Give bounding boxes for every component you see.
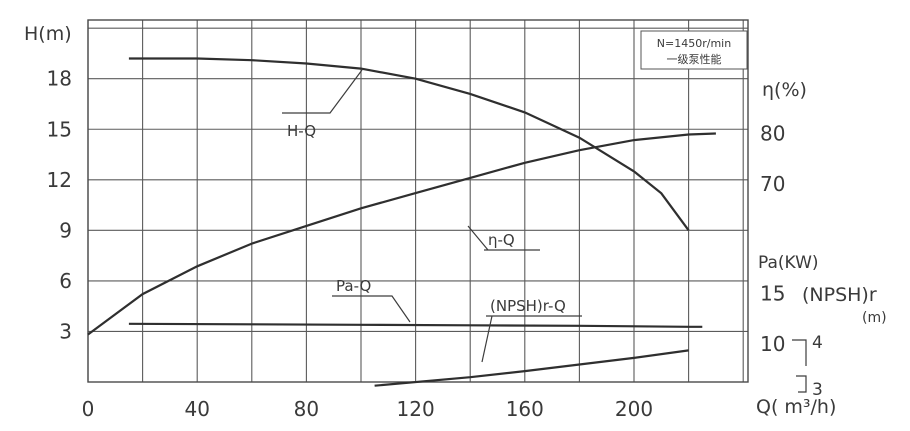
series-label-hq: H-Q bbox=[287, 122, 316, 140]
pa-tick-label: 10 bbox=[760, 332, 785, 356]
h-tick-label: 3 bbox=[59, 319, 72, 343]
series-line-0 bbox=[128, 57, 690, 231]
npsh-scale-bracket bbox=[792, 339, 807, 393]
eta-tick-label: 70 bbox=[760, 172, 785, 196]
y-axis-label-h: H(m) bbox=[24, 23, 72, 45]
plot-frame bbox=[87, 19, 749, 383]
y-axis-label-eta: η(%) bbox=[762, 79, 807, 101]
series-label-eta-q: η-Q bbox=[488, 231, 515, 249]
tick-labels: 0 40 80 120 160 200 3 6 9 12 15 18 70 80 10 15 3 4 bbox=[47, 67, 823, 421]
labels: H(m) Q( m³/h) η(%) Pa(KW) (NPSH)r (m) N=1450r/… bbox=[24, 23, 887, 418]
x-tick-label: 80 bbox=[294, 397, 319, 421]
series-label-npsh-q: (NPSH)r-Q bbox=[490, 297, 566, 315]
series-label-pa-q-leader bbox=[332, 295, 411, 323]
npsh-tick-label: 3 bbox=[812, 380, 823, 400]
eta-tick-label: 80 bbox=[760, 122, 785, 146]
series-label-hq-leader bbox=[282, 69, 363, 114]
stage-note: 一级泵性能 bbox=[667, 52, 722, 66]
y-axis-label-npsh: (NPSH)r bbox=[802, 284, 877, 306]
series-label-eta-q-leader bbox=[467, 225, 540, 251]
note-box bbox=[640, 30, 748, 70]
h-tick-label: 9 bbox=[59, 218, 72, 242]
npsh-tick-label: 4 bbox=[812, 333, 823, 353]
pa-tick-label: 15 bbox=[760, 282, 785, 306]
y-axis-unit-npsh: (m) bbox=[862, 310, 887, 326]
speed-note: N=1450r/min bbox=[657, 37, 731, 50]
x-axis-label: Q( m³/h) bbox=[756, 396, 836, 418]
x-tick-label: 120 bbox=[397, 397, 435, 421]
x-tick-label: 0 bbox=[82, 397, 95, 421]
h-tick-label: 15 bbox=[47, 117, 72, 141]
grid bbox=[87, 19, 749, 383]
h-tick-label: 6 bbox=[59, 269, 72, 293]
series-label-pa-q: Pa-Q bbox=[336, 277, 371, 295]
series-line-3 bbox=[374, 349, 689, 387]
x-tick-label: 200 bbox=[615, 397, 653, 421]
series-line-1 bbox=[87, 132, 716, 336]
curves bbox=[87, 57, 716, 387]
series-label-npsh-q-leader bbox=[481, 315, 582, 363]
y-axis-label-pa: Pa(KW) bbox=[758, 253, 819, 273]
x-tick-label: 40 bbox=[184, 397, 209, 421]
h-tick-label: 12 bbox=[47, 168, 72, 192]
h-tick-label: 18 bbox=[47, 67, 72, 91]
x-tick-label: 160 bbox=[506, 397, 544, 421]
series-line-2 bbox=[128, 322, 703, 328]
